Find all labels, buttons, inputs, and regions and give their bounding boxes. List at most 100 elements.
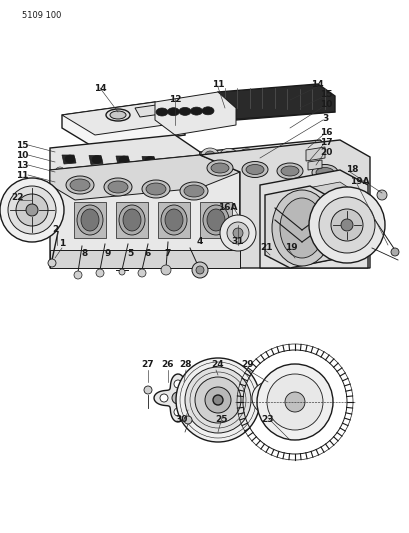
Circle shape (213, 395, 222, 405)
Text: 4: 4 (196, 238, 203, 246)
Ellipse shape (155, 108, 168, 116)
Ellipse shape (298, 153, 308, 161)
Polygon shape (200, 202, 231, 238)
Circle shape (390, 248, 398, 256)
Ellipse shape (145, 157, 155, 165)
Circle shape (119, 269, 125, 275)
Ellipse shape (256, 149, 274, 163)
Ellipse shape (311, 165, 337, 181)
Text: 12: 12 (169, 94, 181, 103)
Text: 5109 100: 5109 100 (22, 11, 61, 20)
Text: 1: 1 (59, 239, 65, 248)
Ellipse shape (275, 150, 293, 164)
Text: 3: 3 (322, 114, 328, 123)
Ellipse shape (106, 109, 130, 121)
Circle shape (160, 394, 168, 402)
Circle shape (8, 186, 56, 234)
Ellipse shape (167, 108, 179, 116)
Circle shape (138, 269, 146, 277)
Circle shape (340, 219, 352, 231)
Ellipse shape (242, 152, 252, 160)
Polygon shape (154, 374, 202, 422)
Circle shape (204, 387, 230, 413)
Ellipse shape (146, 183, 166, 195)
Ellipse shape (110, 111, 126, 119)
Circle shape (0, 178, 64, 242)
Ellipse shape (66, 176, 94, 194)
Polygon shape (305, 147, 324, 161)
Text: 5: 5 (126, 249, 133, 259)
Ellipse shape (123, 209, 141, 231)
Text: 6: 6 (144, 249, 151, 259)
Text: 9: 9 (105, 249, 111, 259)
Polygon shape (50, 135, 200, 188)
Ellipse shape (142, 180, 170, 198)
Text: 31: 31 (231, 238, 244, 246)
Polygon shape (264, 186, 339, 268)
Text: 27: 27 (142, 360, 154, 369)
Ellipse shape (271, 190, 331, 266)
Polygon shape (74, 202, 106, 238)
Ellipse shape (175, 168, 184, 174)
Text: 17: 17 (319, 138, 332, 147)
Text: 30: 30 (175, 416, 188, 424)
Text: 28: 28 (179, 360, 192, 369)
Text: 18: 18 (345, 166, 357, 174)
Text: 14: 14 (94, 84, 106, 93)
Circle shape (257, 388, 277, 408)
Text: 16: 16 (319, 127, 331, 136)
Ellipse shape (202, 107, 213, 115)
Polygon shape (62, 102, 184, 135)
Circle shape (96, 269, 104, 277)
Circle shape (376, 190, 386, 200)
Ellipse shape (279, 198, 323, 258)
Ellipse shape (223, 151, 233, 159)
Ellipse shape (164, 209, 182, 231)
Text: 15: 15 (16, 141, 28, 149)
Ellipse shape (92, 156, 102, 164)
Circle shape (184, 416, 191, 424)
Text: 11: 11 (211, 79, 224, 88)
Text: 16A: 16A (218, 203, 237, 212)
Polygon shape (155, 92, 236, 135)
Text: 19A: 19A (349, 177, 369, 187)
Polygon shape (116, 156, 130, 165)
Text: 26: 26 (162, 360, 174, 369)
Circle shape (173, 380, 182, 388)
Circle shape (195, 377, 240, 423)
Circle shape (173, 408, 182, 416)
Circle shape (263, 394, 271, 402)
Circle shape (256, 364, 332, 440)
Ellipse shape (65, 155, 75, 163)
Circle shape (74, 271, 82, 279)
Ellipse shape (190, 107, 202, 115)
Circle shape (266, 374, 322, 430)
Polygon shape (307, 160, 321, 170)
Circle shape (172, 392, 184, 404)
Circle shape (48, 259, 56, 267)
Circle shape (330, 209, 362, 241)
Ellipse shape (238, 149, 256, 163)
Ellipse shape (280, 166, 298, 176)
Ellipse shape (128, 168, 136, 174)
Circle shape (161, 265, 171, 275)
Circle shape (196, 266, 204, 274)
Text: 10: 10 (16, 150, 28, 159)
Text: 11: 11 (16, 171, 28, 180)
Text: 20: 20 (319, 148, 331, 157)
Ellipse shape (119, 156, 129, 164)
Text: 21: 21 (260, 244, 272, 253)
Text: 14: 14 (310, 79, 323, 88)
Circle shape (175, 358, 259, 442)
Polygon shape (200, 140, 369, 268)
Ellipse shape (200, 148, 218, 162)
Text: 29: 29 (241, 360, 254, 369)
Ellipse shape (161, 205, 187, 235)
Polygon shape (270, 182, 359, 258)
Ellipse shape (184, 185, 204, 197)
Ellipse shape (276, 163, 302, 179)
Polygon shape (62, 102, 184, 148)
Ellipse shape (81, 209, 99, 231)
Ellipse shape (315, 167, 333, 177)
Ellipse shape (108, 181, 128, 193)
